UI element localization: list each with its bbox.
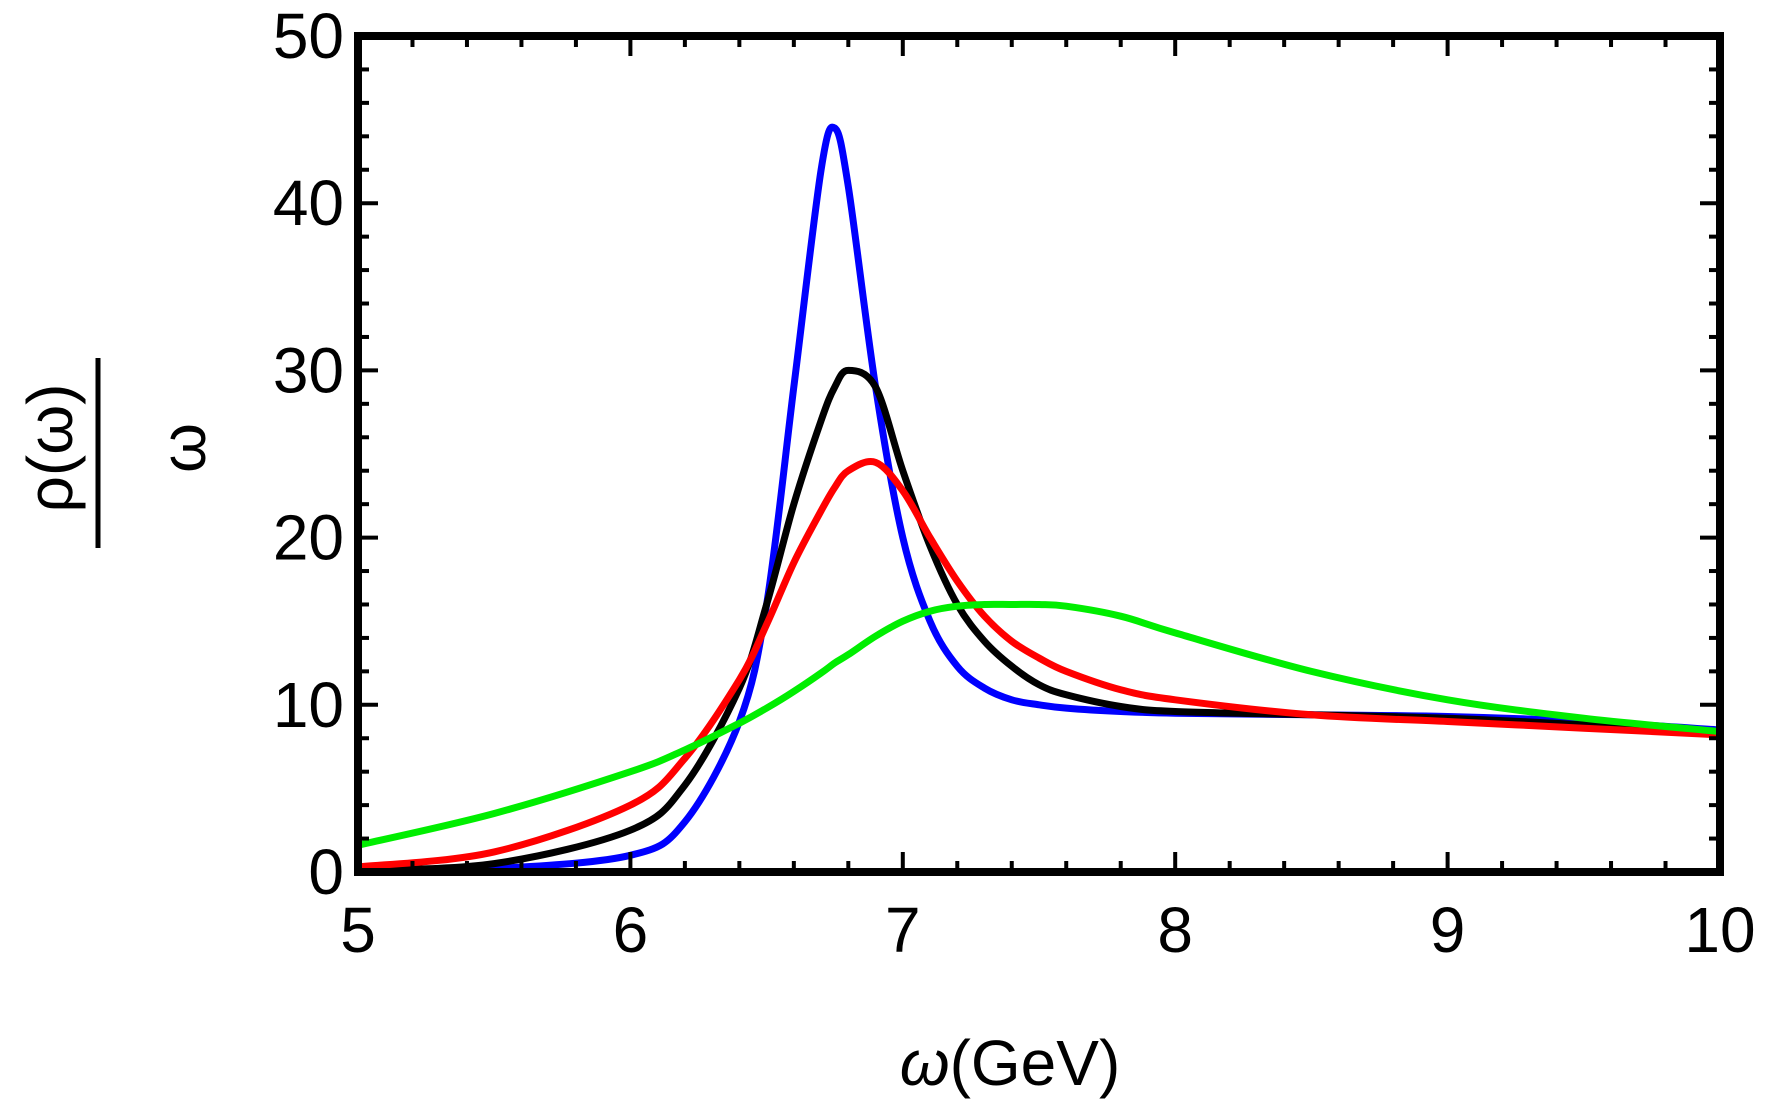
y-tick-label: 40 [273, 167, 344, 239]
series-line-4 [357, 600, 1721, 849]
x-tick-label: 8 [1157, 894, 1193, 966]
x-tick-label: 10 [1684, 894, 1755, 966]
y-axis-title: ρ(ω) ω [14, 358, 219, 548]
y-axis-numerator: ρ(ω) [14, 384, 86, 513]
y-axis-denominator: ω [147, 423, 219, 473]
x-tick-label: 7 [885, 894, 921, 966]
y-tick-label: 30 [273, 334, 344, 406]
x-tick-label: 6 [613, 894, 649, 966]
minor-ticks [356, 34, 1722, 874]
x-tick-labels: 5 6 7 8 9 10 [340, 894, 1755, 966]
plot-frame [354, 32, 1724, 876]
x-tick-label: 9 [1430, 894, 1466, 966]
x-axis-unit: (GeV) [950, 1027, 1121, 1099]
y-tick-label: 10 [273, 669, 344, 741]
series-layer [357, 123, 1721, 876]
y-tick-label: 50 [273, 0, 344, 72]
y-tick-labels: 0 10 20 30 40 50 [273, 0, 344, 908]
x-axis-symbol: ω [900, 1027, 950, 1099]
y-tick-label: 20 [273, 502, 344, 574]
series-line-3 [357, 458, 1721, 871]
series-line-1 [357, 123, 1721, 876]
x-tick-label: 5 [340, 894, 376, 966]
y-tick-label: 0 [308, 836, 344, 908]
x-axis-title: ω(GeV) [900, 1027, 1121, 1099]
